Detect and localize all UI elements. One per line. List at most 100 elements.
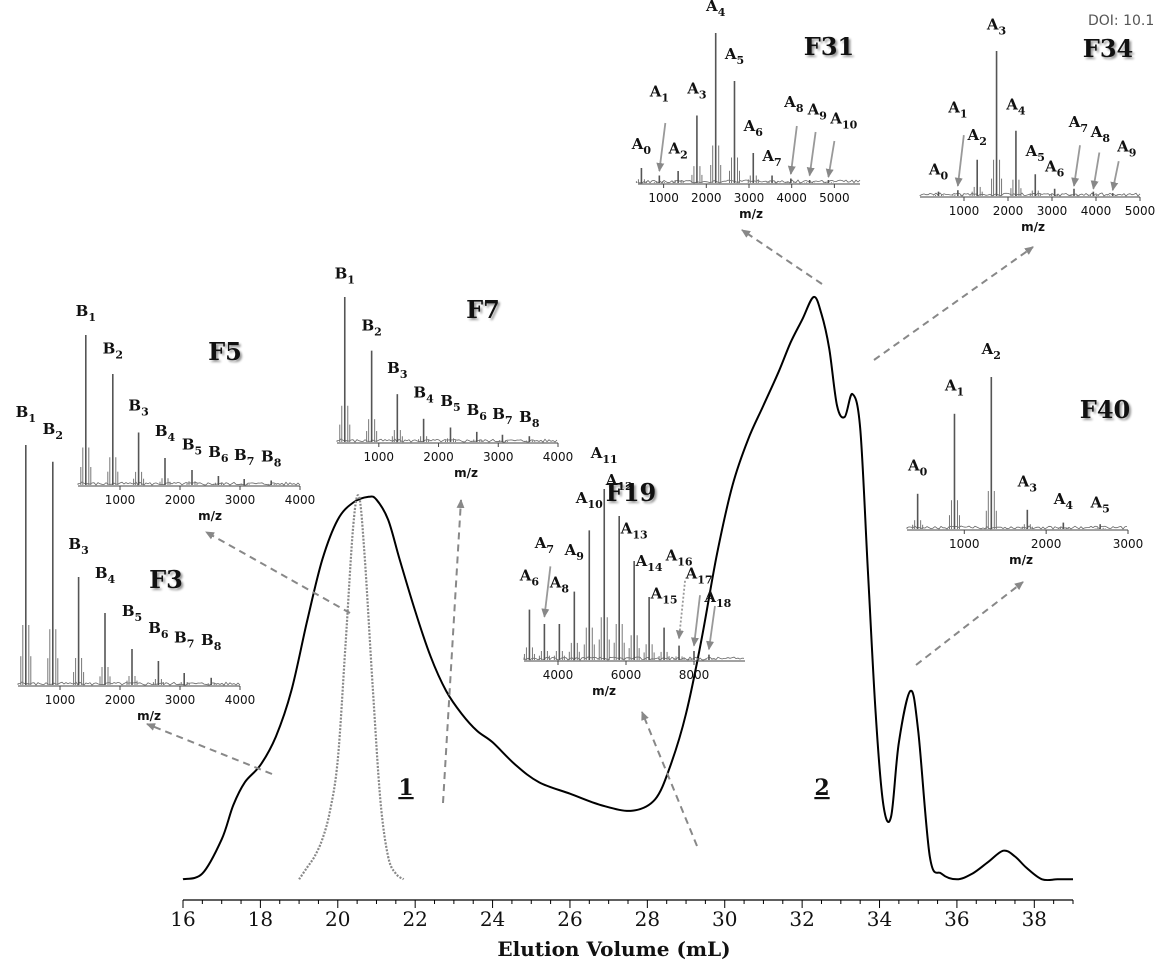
- inset-f5-xlabel: m/z: [198, 509, 222, 523]
- inset-f5-label-b5: B5: [182, 436, 202, 458]
- inset-f19-label-a17: A17: [685, 565, 713, 587]
- inset-f19-label-a12: A12: [605, 471, 633, 493]
- elution-trace-reference: [298, 494, 405, 881]
- x-tick-label-38: 38: [1022, 907, 1047, 931]
- inset-f31-pointer-3: [806, 131, 817, 177]
- arrow-to-f31: [741, 229, 823, 285]
- x-tick-label-20: 20: [325, 907, 350, 931]
- inset-f5-label-b8: B8: [261, 448, 282, 470]
- inset-f5-label-b3: B3: [128, 397, 148, 419]
- inset-f5-label-b2: B2: [103, 340, 123, 362]
- inset-f40-label-a3: A3: [1017, 473, 1037, 495]
- inset-f5-label-b7: B7: [234, 446, 254, 468]
- inset-f31-baseline: [637, 179, 861, 184]
- inset-f7: 1000 2000 3000 4000 m/z F7 B1 B2 B3 B4 B5 B6 B7 B8: [335, 265, 574, 481]
- x-tick-label-30: 30: [712, 907, 737, 931]
- x-tick-label-28: 28: [635, 907, 660, 931]
- inset-f34-pointer-2: [1071, 145, 1081, 187]
- inset-f3-title: F3: [149, 565, 183, 594]
- inset-f34-label-a4: A4: [1005, 95, 1026, 117]
- inset-f34-pointer-4: [1110, 161, 1120, 192]
- inset-f31-pointer-2: [787, 125, 798, 175]
- inset-f40-label-a4: A4: [1053, 490, 1074, 512]
- inset-f34-label-a3: A3: [986, 16, 1006, 38]
- inset-f31-label-a8: A8: [783, 93, 804, 115]
- inset-f19-tick-label: 6000: [611, 668, 642, 682]
- inset-f19: 4000 6000 8000 m/z F19 A6 A7 A8 A9 A10 A11 A12 A13 A1…: [519, 444, 745, 698]
- inset-f7-tick-label: 2000: [423, 450, 454, 464]
- inset-f5-label-b4: B4: [155, 422, 176, 444]
- inset-f31-label-a6: A6: [743, 117, 764, 139]
- inset-f5-label-b1: B1: [76, 302, 96, 324]
- inset-f3-label-b1: B1: [16, 403, 36, 425]
- inset-f5-tick-label: 3000: [225, 493, 256, 507]
- inset-f34-pointer-1: [954, 134, 965, 187]
- inset-f31-tick-label: 3000: [734, 191, 765, 205]
- inset-f31-tick-label: 1000: [648, 191, 679, 205]
- inset-f19-label-a7: A7: [534, 534, 554, 556]
- inset-f31: 1000 2000 3000 4000 5000 m/z F31 A0 A1 A2 A3 A4 A5 A6…: [631, 0, 861, 221]
- inset-f3-label-b6: B6: [148, 619, 169, 641]
- inset-f19-pointer-2: [675, 580, 686, 640]
- inset-f19-label-a8: A8: [549, 574, 570, 596]
- inset-f19-pointer-1: [541, 566, 552, 618]
- x-tick-label-22: 22: [402, 907, 427, 931]
- inset-f19-pointer-3: [690, 595, 701, 647]
- inset-f5-tick-label: 1000: [105, 493, 136, 507]
- inset-f40-title: F40: [1080, 395, 1130, 424]
- inset-f5-title: F5: [208, 337, 242, 366]
- inset-f19-label-a15: A15: [650, 584, 678, 606]
- inset-f31-label-a3: A3: [686, 80, 706, 102]
- inset-f5-tick-label: 4000: [285, 493, 316, 507]
- doi-text: DOI: 10.1: [1088, 13, 1155, 29]
- inset-f34-label-a0: A0: [928, 161, 949, 183]
- inset-f34-label-a5: A5: [1025, 142, 1045, 164]
- inset-f19-title: F19: [606, 478, 656, 507]
- inset-f40-tick-label: 3000: [1113, 537, 1144, 551]
- inset-f34-tick-label: 2000: [993, 204, 1024, 218]
- inset-f3-xlabel: m/z: [137, 709, 161, 723]
- inset-f3-label-b4: B4: [95, 564, 116, 586]
- inset-f31-label-a9: A9: [807, 101, 827, 123]
- inset-f31-label-a5: A5: [724, 45, 744, 67]
- arrow-to-f7: [442, 499, 465, 804]
- inset-f7-tick-label: 3000: [483, 450, 514, 464]
- inset-f34-tick-label: 1000: [949, 204, 980, 218]
- x-tick-label-34: 34: [867, 907, 892, 931]
- inset-f34-xlabel: m/z: [1021, 220, 1045, 234]
- inset-f34-label-a8: A8: [1090, 123, 1111, 145]
- inset-f31-label-a2: A2: [667, 140, 687, 162]
- inset-f40-tick-label: 2000: [1031, 537, 1062, 551]
- inset-f31-tick-label: 4000: [776, 191, 807, 205]
- inset-f40: 1000 2000 3000 m/z F40 A0 A1 A2 A3 A4 A5: [906, 340, 1144, 567]
- inset-f19-label-a13: A13: [620, 520, 648, 542]
- inset-f31-pointer-1: [656, 122, 667, 172]
- mass-spectra-insets: 1000 2000 3000 4000 m/z F3 B1 B2 B3 B4 B5 B6 B7 B8 100…: [16, 0, 1156, 723]
- inset-f19-label-a14: A14: [635, 552, 663, 574]
- inset-f7-label-b1: B1: [335, 265, 355, 287]
- x-tick-label-26: 26: [557, 907, 582, 931]
- inset-f7-label-b7: B7: [492, 405, 512, 427]
- inset-f31-label-a10: A10: [829, 110, 857, 132]
- inset-f19-label-a9: A9: [564, 541, 584, 563]
- arrow-to-f34: [873, 246, 1034, 361]
- inset-f34-label-a6: A6: [1044, 158, 1065, 180]
- inset-f3-label-b5: B5: [122, 602, 142, 624]
- inset-f3-tick-label: 4000: [225, 693, 256, 707]
- inset-f34-tick-label: 4000: [1081, 204, 1112, 218]
- inset-f31-xlabel: m/z: [739, 207, 763, 221]
- inset-f34-label-a2: A2: [967, 126, 987, 148]
- inset-f31-label-a1: A1: [649, 83, 669, 105]
- inset-f34-label-a9: A9: [1116, 137, 1136, 159]
- inset-f31-title: F31: [804, 32, 854, 61]
- inset-f34-pointer-3: [1090, 152, 1101, 190]
- elution-chart: 16 18 20 22 24 26 28 30 32 34 36 38 Elution Volume (…: [170, 296, 1074, 961]
- inset-f31-tick-label: 5000: [819, 191, 850, 205]
- inset-f19-label-a18: A18: [703, 588, 731, 610]
- inset-f3-label-b8: B8: [201, 631, 222, 653]
- inset-f19-label-a11: A11: [590, 444, 618, 466]
- inset-f34-title: F34: [1083, 34, 1133, 63]
- inset-f19-tick-label: 4000: [543, 668, 574, 682]
- inset-f19-xlabel: m/z: [592, 684, 616, 698]
